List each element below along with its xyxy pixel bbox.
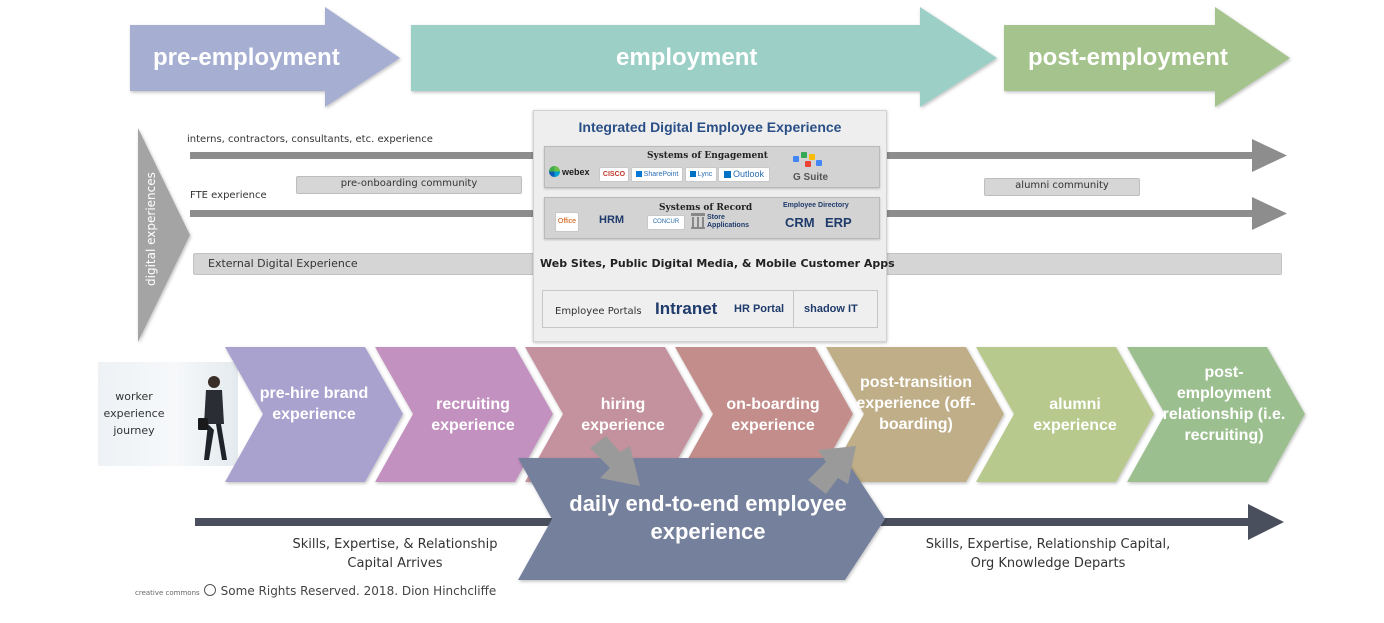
outlook-logo: Outlook — [718, 167, 770, 182]
worker-experience-journey-label: worker experience journey — [103, 390, 165, 437]
phase-label-employment: employment — [616, 44, 758, 71]
store-applications-label: Store Applications — [707, 214, 750, 229]
erp-label: ERP — [825, 215, 852, 230]
chevron-recruiting — [375, 347, 553, 482]
stage-label-post-employment-relationship: post-employment relationship (i.e. recru… — [1162, 364, 1286, 444]
phase-label-pre-employment: pre-employment — [153, 44, 340, 71]
hrm-label: HRM — [599, 214, 625, 226]
stage-label-hiring: hiring experience — [581, 396, 665, 434]
phase-arrow-pre-employment — [130, 7, 400, 107]
web-sites-label: Web Sites, Public Digital Media, & Mobil… — [540, 257, 895, 270]
stage-label-on-boarding: on-boarding experience — [726, 396, 820, 434]
concur-logo: CONCUR — [647, 215, 685, 230]
sharepoint-icon — [635, 171, 642, 178]
chevron-pre-hire-brand — [225, 347, 403, 482]
chevron-on-boarding — [675, 347, 853, 482]
capital-arrives-line1: Skills, Expertise, & Relationship — [292, 537, 498, 552]
chevron-post-transition — [826, 347, 1004, 482]
stage-label-alumni: alumni experience — [1033, 396, 1117, 434]
gsuite-label: G Suite — [793, 172, 829, 183]
sharepoint-label: SharePoint — [643, 171, 679, 178]
systems-of-record-title: Systems of Record — [659, 203, 753, 213]
chevron-post-employment-relationship — [1127, 347, 1305, 482]
cc-icon — [203, 584, 216, 596]
systems-of-engagement-title: Systems of Engagement — [647, 151, 768, 161]
crm-label: CRM — [785, 215, 815, 230]
capital-arrives-text: Skills, Expertise, & Relationship Capita… — [260, 535, 530, 573]
webex-logo: webex — [549, 166, 590, 177]
timeline-arrowhead — [1248, 504, 1284, 540]
walking-worker-icon — [198, 376, 227, 460]
copyright-footer: creative commons Some Rights Reserved. 20… — [135, 584, 496, 598]
daily-experience-arrow — [518, 458, 885, 580]
panel-title: Integrated Digital Employee Experience — [578, 119, 842, 135]
alumni-community-pill: alumni community — [984, 178, 1140, 196]
systems-of-record-box: Office HRM CONCUR Systems of Record Stor… — [544, 197, 880, 239]
chevron-alumni — [976, 347, 1154, 482]
chevron-hiring — [525, 347, 703, 482]
external-digital-experience-label: External Digital Experience — [208, 257, 358, 270]
sharepoint-logo: SharePoint — [631, 167, 683, 182]
gsuite-icon — [785, 150, 835, 170]
capital-departs-line2: Org Knowledge Departs — [970, 556, 1126, 571]
pre-onboarding-community-pill: pre-onboarding community — [296, 176, 522, 194]
worker-experience-journey-panel: worker experience journey — [98, 362, 238, 466]
intranet-label: Intranet — [655, 299, 718, 318]
employee-portals-box: Employee Portals Intranet HR Portal shad… — [542, 290, 878, 328]
lync-icon — [689, 171, 696, 178]
connector-arrow-out — [808, 446, 856, 494]
fte-track-label: FTE experience — [190, 190, 267, 201]
lync-logo: Lync — [685, 167, 717, 182]
copyright-text: Some Rights Reserved. 2018. Dion Hinchcl… — [220, 584, 497, 598]
interns-track-label: interns, contractors, consultants, etc. … — [187, 134, 433, 145]
outlook-icon — [723, 171, 731, 179]
capital-departs-text: Skills, Expertise, Relationship Capital,… — [898, 535, 1198, 573]
phase-arrow-post-employment — [1004, 7, 1290, 107]
systems-of-engagement-box: Systems of Engagement webex CISCO ShareP… — [544, 146, 880, 188]
interns-track-arrowhead — [1252, 139, 1287, 172]
daily-experience-label: daily end-to-end employee experience — [569, 491, 847, 544]
store-building-icon — [691, 213, 705, 229]
webex-icon — [549, 166, 560, 177]
lync-label: Lync — [697, 171, 713, 178]
office-logo: Office — [555, 212, 579, 232]
capital-arrives-line2: Capital Arrives — [347, 556, 443, 571]
shadow-it-label: shadow IT — [804, 303, 858, 315]
employee-portals-label: Employee Portals — [555, 306, 642, 317]
employee-directory-label: Employee Directory — [783, 202, 849, 209]
fte-track-arrowhead — [1252, 197, 1287, 230]
portals-divider — [793, 291, 794, 327]
cisco-logo: CISCO — [599, 167, 629, 182]
outlook-label: Outlook — [732, 169, 765, 179]
webex-label: webex — [562, 166, 590, 177]
stage-label-pre-hire: pre-hire brand experience — [259, 385, 369, 423]
capital-departs-line1: Skills, Expertise, Relationship Capital, — [925, 537, 1171, 552]
hr-portal-label: HR Portal — [734, 303, 785, 315]
phase-arrow-employment — [411, 7, 997, 107]
creative-commons-logo: creative commons — [135, 589, 200, 597]
stage-label-post-transition: post-transition experience (off-boarding… — [856, 374, 976, 433]
connector-arrow-in — [590, 436, 640, 486]
digital-experiences-arrow — [138, 128, 190, 342]
phase-label-post-employment: post-employment — [1028, 44, 1229, 71]
stage-label-recruiting: recruiting experience — [431, 396, 515, 434]
